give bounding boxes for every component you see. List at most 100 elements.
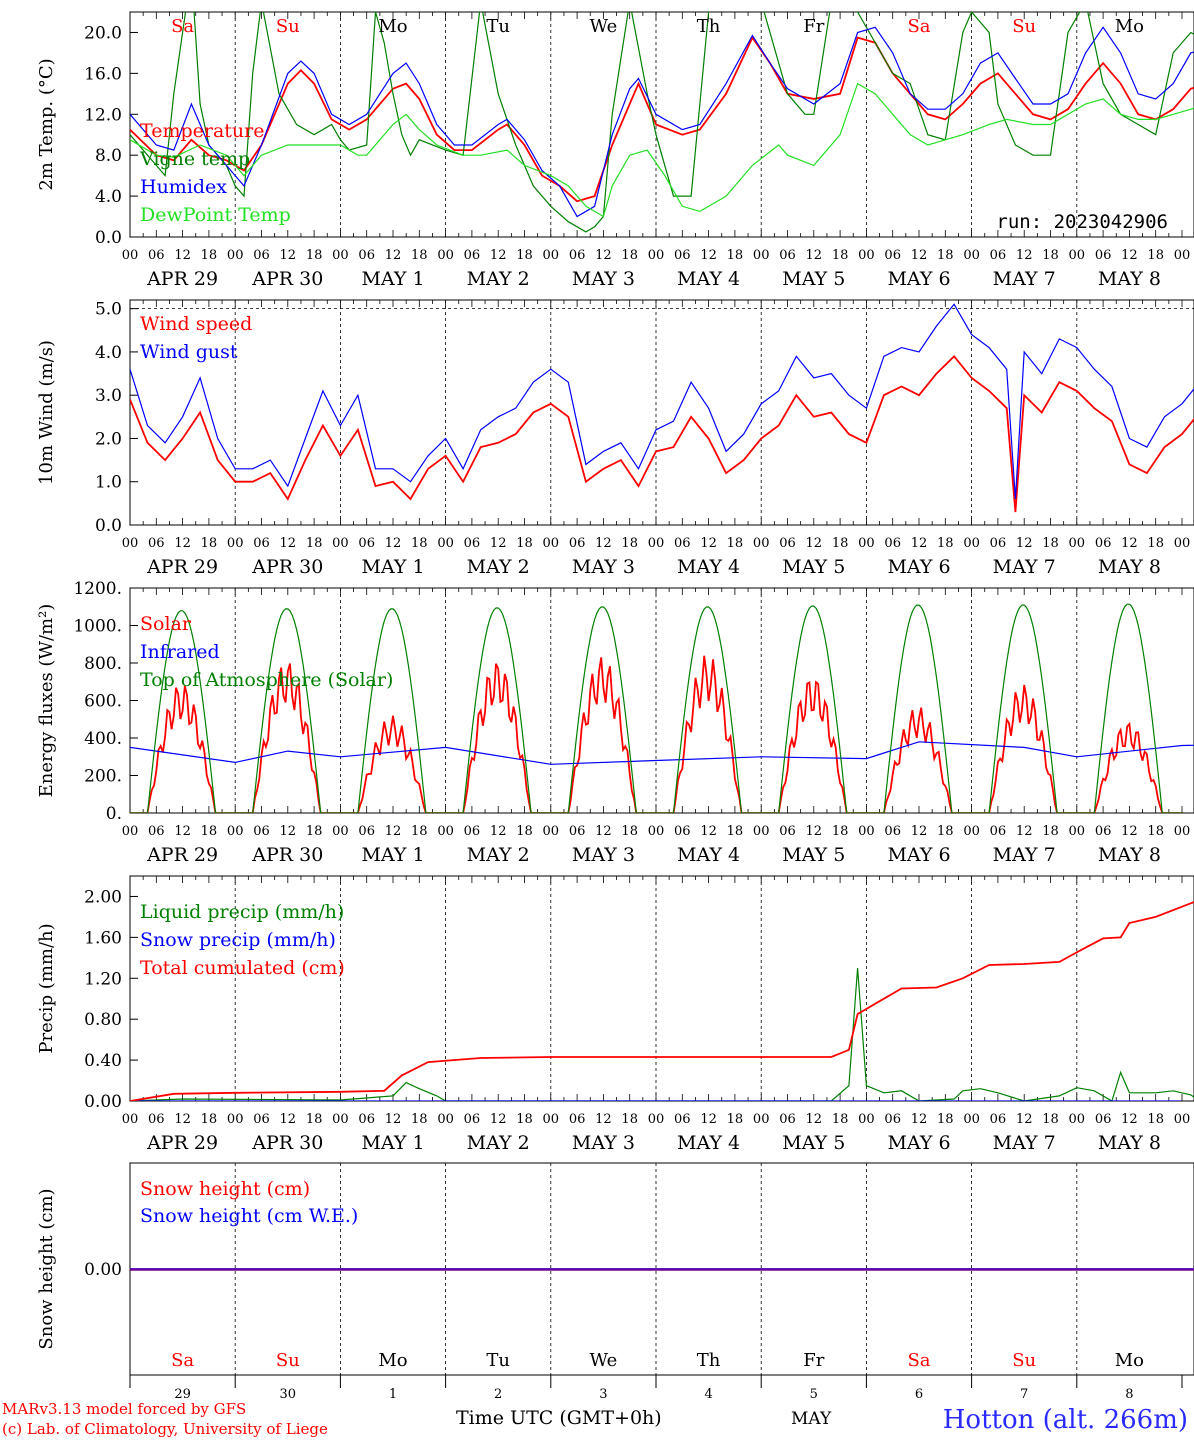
hour-tick-label: 12 [806,824,823,839]
hour-tick-label: 00 [858,536,875,551]
hour-tick-label: 18 [727,536,744,551]
hour-tick-label: 12 [806,248,823,263]
plot-frame [129,587,1194,814]
date-label: MAY 4 [677,556,740,578]
date-label: MAY 3 [572,1132,635,1154]
hour-tick-label: 12 [385,536,402,551]
hour-tick-label: 06 [779,1112,796,1127]
hour-tick-label: 00 [437,824,454,839]
bottom-day-name: Mo [1115,1350,1144,1371]
hour-tick-label: 06 [990,824,1007,839]
hour-tick-label: 06 [884,1112,901,1127]
y-tick-label: 5.0 [95,300,122,320]
hour-tick-label: 12 [1016,536,1033,551]
hour-tick-label: 18 [937,824,954,839]
hour-tick-label: 12 [1016,824,1033,839]
y-tick-label: 1200. [73,579,122,599]
hour-tick-label: 06 [569,824,586,839]
hour-tick-label: 18 [621,536,638,551]
y-tick-label: 0.0 [95,228,122,248]
hour-tick-label: 06 [779,536,796,551]
y-tick-label: 0. [106,804,122,824]
hour-tick-label: 12 [595,536,612,551]
hour-tick-label: 06 [884,536,901,551]
hour-tick-label: 06 [148,248,165,263]
legend-entry: DewPoint Temp [140,204,291,226]
hour-tick-label: 12 [174,248,191,263]
date-label: MAY 5 [782,268,845,290]
y-tick-label: 800. [84,654,122,674]
hour-tick-label: 12 [1121,824,1138,839]
hour-tick-label: 18 [306,824,323,839]
date-label: APR 29 [146,844,218,866]
hour-tick-label: 12 [174,824,191,839]
hour-tick-label: 18 [306,536,323,551]
hour-tick-label: 00 [227,1112,244,1127]
hour-tick-label: 00 [963,824,980,839]
y-tick-label: 4.0 [95,343,122,363]
y-tick-label: 1.60 [84,928,122,948]
day-name-label: Tu [486,16,510,37]
hour-tick-label: 18 [727,248,744,263]
hour-tick-label: 06 [569,248,586,263]
hour-tick-label: 00 [1069,536,1086,551]
hour-tick-label: 00 [543,536,560,551]
hour-tick-label: 18 [937,1112,954,1127]
y-tick-label: 1.0 [95,473,122,493]
hour-tick-label: 06 [1095,248,1112,263]
hour-tick-label: 00 [753,536,770,551]
hour-tick-label: 18 [201,536,218,551]
series-line-dewpoint-temp [130,82,1194,218]
hour-tick-label: 06 [1095,536,1112,551]
hour-tick-label: 06 [1095,1112,1112,1127]
hour-tick-label: 18 [1042,248,1059,263]
hour-tick-label: 06 [990,536,1007,551]
hour-tick-label: 06 [779,824,796,839]
day-name-label: Fr [803,16,824,37]
legend-entry: Snow height (cm W.E.) [140,1205,358,1227]
date-label: MAY 5 [782,1132,845,1154]
date-label: MAY 4 [677,268,740,290]
date-label: MAY 2 [467,1132,530,1154]
y-tick-label: 200. [84,767,122,787]
panel-2: 00 06 12 18 00 06 12 18 00 06 12 18 00 06 12 18 00 06 12 18… [36,299,1194,578]
series-line-vigne-temp [130,12,1194,233]
series-line-top-of-atmosphere-solar- [130,603,1182,813]
hour-tick-label: 12 [385,1112,402,1127]
hour-tick-label: 06 [358,1112,375,1127]
legend-entry: Liquid precip (mm/h) [140,901,344,923]
legend-entry: Humidex [140,176,227,198]
hour-tick-label: 06 [674,248,691,263]
hour-tick-label: 12 [1016,248,1033,263]
day-name-label: We [590,16,618,37]
hour-tick-label: 12 [595,1112,612,1127]
legend-entry: Wind speed [140,313,252,335]
hour-tick-label: 00 [543,248,560,263]
panel-1: 00 06 12 18 00 06 12 18 00 06 12 18 00 06 12 18 00 06 12 18… [36,11,1194,290]
hour-tick-label: 00 [543,1112,560,1127]
day-name-label: Mo [1115,16,1144,37]
hour-tick-label: 18 [411,248,428,263]
hour-tick-label: 00 [753,1112,770,1127]
hour-tick-label: 06 [990,248,1007,263]
hour-tick-label: 12 [385,824,402,839]
bottom-day-name: Su [1012,1350,1036,1371]
date-label: MAY 5 [782,556,845,578]
y-tick-label: 16.0 [84,64,122,84]
date-label: APR 29 [146,268,218,290]
hour-tick-label: 00 [1174,536,1191,551]
hour-tick-label: 06 [674,536,691,551]
hour-tick-label: 12 [385,248,402,263]
hour-tick-label: 00 [437,1112,454,1127]
hour-tick-label: 12 [700,248,717,263]
hour-tick-label: 00 [963,1112,980,1127]
day-name-label: Sa [171,16,194,37]
y-tick-label: 0.80 [84,1010,122,1030]
day-name-label: Th [697,16,721,37]
hour-tick-label: 18 [201,824,218,839]
bottom-day-name: Sa [171,1350,194,1371]
series-line-total-cumulated-cm- [130,901,1194,1101]
hour-tick-label: 18 [201,1112,218,1127]
day-name-label: Sa [907,16,930,37]
